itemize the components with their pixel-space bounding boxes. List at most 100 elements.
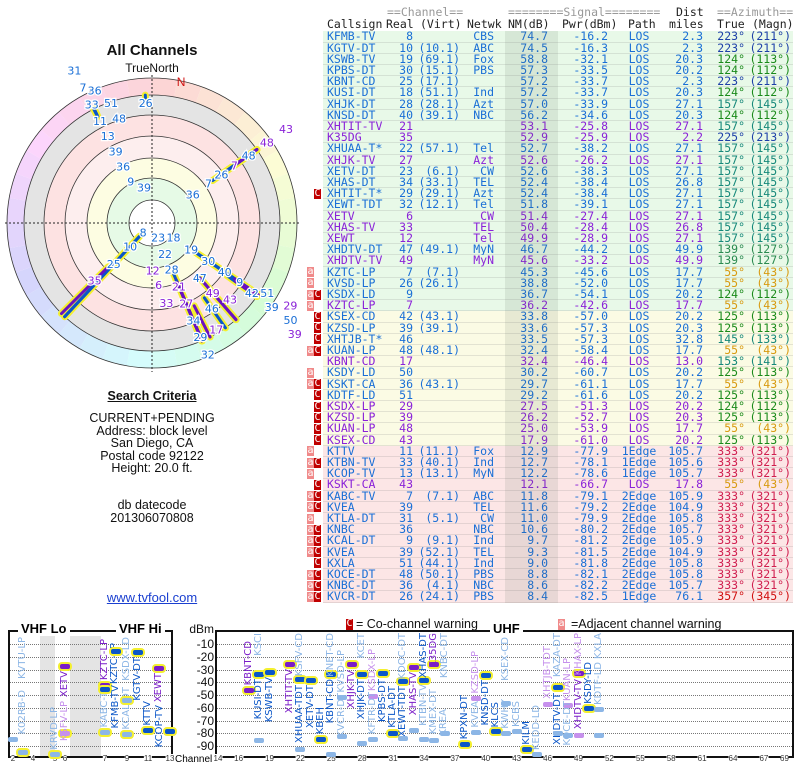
table-row[interactable]: KTBN-TV 33 (40.1) Ind 12.7 -78.1 1Edge 105.6 333… [323,456,793,469]
station-bar[interactable] [100,683,110,689]
table-row[interactable]: KZTC-LP 7 36.2 -42.6 LOS 17.7 55° (43°) [323,299,793,312]
station-bar[interactable] [60,663,70,669]
table-row[interactable]: KZTC-LP 7 (7.1) 45.3 -45.6 LOS 17.7 55° (43°) [323,266,793,278]
table-row[interactable]: KVSD-LP 26 (26.1) 38.8 -52.0 LOS 17.7 55° (43°) [323,277,793,289]
table-row[interactable]: KSWB-TV 19 (69.1) Fox 58.8 -32.1 LOS 20.3 124° (1… [323,53,793,65]
table-row[interactable]: XHAS-DT 34 (33.1) TEL 52.4 -38.4 LOS 26.8 157° (1… [323,176,793,189]
station-bar[interactable] [552,730,563,736]
station-bar[interactable] [18,749,28,755]
station-bar[interactable] [111,649,121,655]
station-bar[interactable] [480,672,491,678]
table-row[interactable]: XHDTV-DT 47 (49.1) MyN 46.7 -44.2 LOS 49.9 139° (… [323,243,793,256]
station-bar[interactable] [8,737,18,743]
station-bar[interactable] [439,731,450,736]
station-bar[interactable] [165,728,175,734]
station-bar[interactable] [254,671,265,677]
station-bar[interactable] [511,729,522,735]
table-row[interactable]: KPBS-DT 30 (15.1) PBS 57.3 -33.5 LOS 20.2 124° (1… [323,64,793,77]
table-row[interactable]: KGTV-DT 10 (10.1) ABC 74.5 -16.3 LOS 2.3 223° (21… [323,42,793,54]
station-bar[interactable] [336,733,347,739]
station-bar[interactable] [243,687,254,693]
station-bar[interactable] [594,733,605,739]
table-row[interactable]: XHTJB-T* 46 33.5 -57.3 LOS 32.8 145° (133°) [323,333,793,345]
table-row[interactable]: KSKT-CA 43 12.1 -66.7 LOS 17.8 55° (43°) [323,479,793,491]
table-row[interactable]: KSDX-LP 29 27.5 -51.3 LOS 20.2 124° (112°) [323,400,793,413]
station-bar[interactable] [100,686,110,692]
station-bar[interactable] [357,671,368,677]
table-row[interactable]: KVCR-DT 26 (24.1) PBS 8.4 -82.5 1Edge 76.1 357° (… [323,591,793,603]
station-bar[interactable] [122,732,132,738]
station-bar[interactable] [336,695,347,701]
station-bar[interactable] [552,685,563,691]
table-row[interactable]: KSDX-LD 9 36.7 -54.1 LOS 20.2 124° (112°) [323,288,793,301]
station-bar[interactable] [398,678,409,684]
table-row[interactable]: KSKT-CA 36 (43.1) 29.7 -61.1 LOS 17.7 55° (43°) [323,378,793,390]
station-bar[interactable] [470,695,481,701]
table-row[interactable]: KBNT-CD 17 32.4 -46.4 LOS 13.0 153° (141°) [323,355,793,368]
station-bar[interactable] [60,730,70,736]
table-row[interactable]: XETV-DT 23 (6.1) CW 52.6 -38.3 LOS 27.1 157° (145… [323,165,793,177]
station-bar[interactable] [419,677,429,683]
table-row[interactable]: XETV 6 CW 51.4 -27.4 LOS 27.1 157° (145°) [323,210,793,222]
table-row[interactable]: KSEX-CD 43 17.9 -61.0 LOS 20.2 125° (113°) [323,434,793,446]
table-row[interactable]: KUAN-LP 48 25.0 -53.9 LOS 17.7 55° (43°) [323,423,793,435]
table-row[interactable]: KTLA-DT 31 (5.1) CW 11.0 -79.9 2Edge 105.8 333° (… [323,512,793,525]
table-row[interactable]: XHAS-TV 33 TEL 50.4 -28.4 LOS 26.8 157° (145°) [323,221,793,233]
station-bar[interactable] [429,661,440,667]
station-bar[interactable] [583,706,594,712]
station-bar[interactable] [316,737,326,743]
table-row[interactable]: KTTV 11 (11.1) Fox 12.9 -77.9 1Edge 105.7 333° (3… [323,445,793,457]
station-bar[interactable] [501,730,512,736]
table-row[interactable]: KNBC-DT 36 (4.1) NBC 8.6 -82.2 2Edge 105.7 333° (… [323,579,793,592]
station-bar[interactable] [419,737,429,743]
station-bar[interactable] [377,671,388,677]
table-row[interactable]: KDTF-LD 51 29.2 -61.6 LOS 20.2 125° (113°) [323,389,793,401]
station-bar[interactable] [501,701,512,707]
table-row[interactable]: XEWT 12 Tel 49.9 -28.9 LOS 27.1 157° (145°) [323,232,793,245]
station-bar[interactable] [367,694,378,700]
table-row[interactable]: XEWT-TDT 32 (12.1) Tel 51.8 -39.1 LOS 27.1 157° (… [323,199,793,211]
station-bar[interactable] [50,752,60,758]
station-bar[interactable] [326,671,337,677]
station-bar[interactable] [429,738,440,744]
station-bar[interactable] [305,677,316,683]
station-bar[interactable] [295,677,306,683]
table-row[interactable]: K35DG 35 52.9 -25.9 LOS 2.2 225° (213°) [323,131,793,144]
station-bar[interactable] [122,697,132,703]
table-row[interactable]: XHJK-TV 27 Azt 52.6 -26.2 LOS 27.1 157° (145°) [323,154,793,166]
table-row[interactable]: KFMB-TV 8 CBS 74.7 -16.2 LOS 2.3 223° (211°) [323,31,793,43]
table-row[interactable]: KUAN-LP 48 (48.1) 32.4 -58.4 LOS 17.7 55° (43°) [323,344,793,357]
table-row[interactable]: KSDY-LD 50 30.2 -60.7 LOS 20.2 125° (113°) [323,367,793,379]
station-bar[interactable] [408,664,419,670]
station-bar[interactable] [326,752,337,758]
table-row[interactable]: KZSD-LP 39 (39.1) 33.6 -57.3 LOS 20.3 125° (113°… [323,322,793,334]
station-bar[interactable] [285,661,296,667]
station-bar[interactable] [367,737,378,743]
table-row[interactable]: KCOP-TV 13 (13.1) MyN 12.2 -78.6 1Edge 105.7 333… [323,467,793,480]
station-bar[interactable] [154,665,164,671]
table-row[interactable]: KCAL-DT 9 (9.1) Ind 9.7 -81.2 2Edge 105.9 333° (3… [323,535,793,547]
table-row[interactable]: KBNT-CD 25 (17.1) 57.2 -33.7 LOS 2.3 223° (211°) [323,75,793,88]
table-row[interactable]: KABC-TV 7 (7.1) ABC 11.8 -79.1 2Edge 105.9 333° (… [323,490,793,502]
station-bar[interactable] [398,735,409,741]
table-row[interactable]: KNSD-DT 40 (39.1) NBC 56.2 -34.6 LOS 20.3 124° (1… [323,109,793,121]
station-bar[interactable] [295,747,306,753]
station-bar[interactable] [532,752,543,758]
station-bar[interactable] [542,701,553,707]
station-bar[interactable] [143,728,153,734]
station-bar[interactable] [563,733,574,739]
station-bar[interactable] [264,669,275,675]
station-bar[interactable] [133,649,143,655]
station-bar[interactable] [460,742,471,748]
station-bar[interactable] [573,671,584,677]
table-row[interactable]: KNBC 36 NBC 10.6 -80.2 2Edge 105.7 333° (321°) [323,523,793,536]
table-row[interactable]: KSEX-CD 42 (43.1) 33.8 -57.0 LOS 20.2 125° (113°… [323,311,793,323]
station-bar[interactable] [573,733,584,739]
station-bar[interactable] [346,662,357,668]
station-bar[interactable] [470,729,481,735]
table-row[interactable]: KVEA 39 TEL 11.6 -79.2 2Edge 104.9 333° (321°) [323,501,793,513]
station-bar[interactable] [491,729,502,735]
table-row[interactable]: XHUAA-T* 22 (57.1) Tel 52.7 -38.2 LOS 27.1 157° (… [323,143,793,155]
station-bar[interactable] [254,738,265,744]
table-row[interactable]: XHTIT-TV 21 53.1 -25.8 LOS 27.1 157° (145°) [323,120,793,133]
